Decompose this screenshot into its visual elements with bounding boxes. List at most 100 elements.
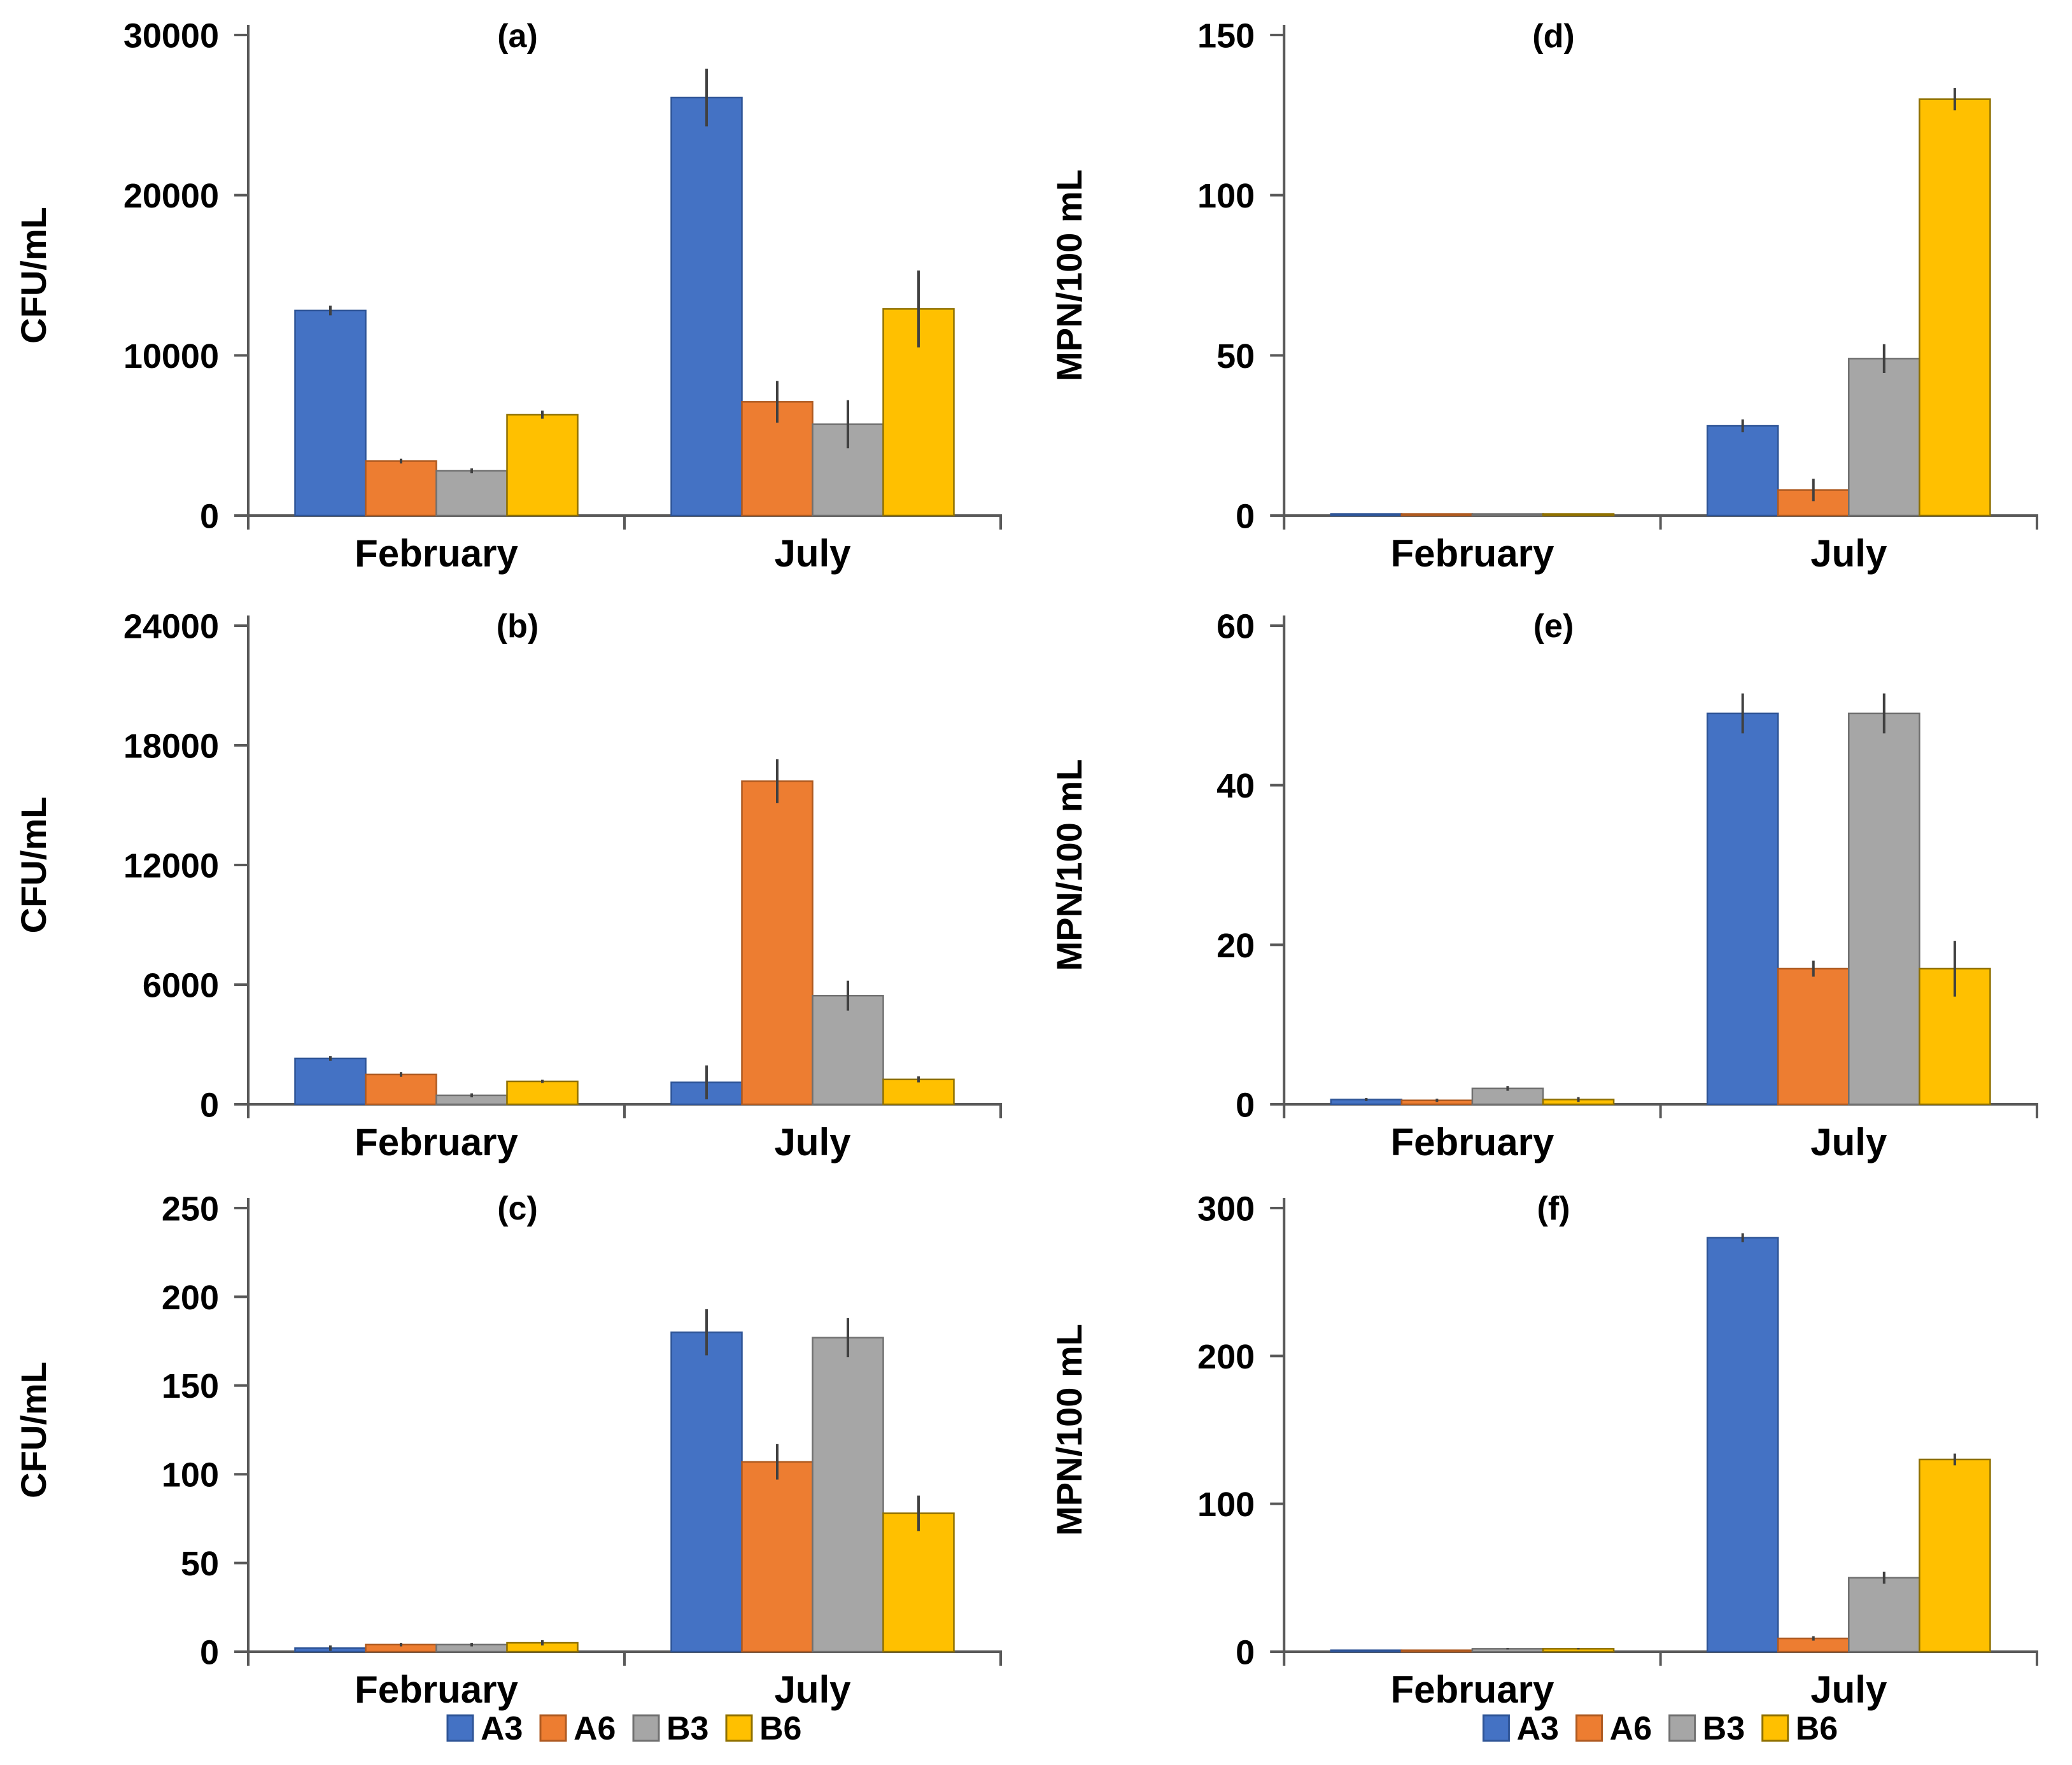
bar-february-A6	[365, 460, 437, 517]
bar-july-A3	[1706, 1237, 1779, 1653]
y-tick-label: 150	[1197, 17, 1255, 55]
y-tick-label: 100	[162, 1456, 219, 1494]
bar-february-A6	[1400, 1649, 1474, 1653]
panel-letter: (a)	[497, 18, 538, 55]
panel-letter: (c)	[497, 1190, 538, 1227]
bar-february-A3	[294, 1057, 367, 1106]
panel-b-chart: 0 6000 12000 18000 24000 February July (b) CFU/m…	[13, 607, 1002, 1164]
panel-letter: (d)	[1532, 18, 1574, 55]
panel-c-chart: 0 50 100 150 200 250 February July (c) CFU/mL A3 A6…	[13, 1190, 1002, 1747]
legend-swatch-B6	[1761, 1714, 1789, 1742]
panel-e-chart: 0 20 40 60 February July (e) MPN/100 mL	[1049, 607, 2038, 1164]
legend-label-A6: A6	[1610, 1710, 1653, 1747]
y-tick-label: 40	[1216, 767, 1255, 805]
bar-july-B6	[1919, 98, 1991, 517]
y-axis-title: MPN/100 mL	[1049, 759, 1089, 971]
panel-c: 0 50 100 150 200 250 February July (c) CFU/mL A3 A6…	[0, 1178, 1036, 1765]
bar-july-A6	[741, 780, 814, 1106]
legend-item-B3: B3	[1668, 1710, 1745, 1747]
panel-d: 0 50 100 150 February July (d) MPN/100 mL	[1036, 0, 2072, 589]
panel-b: 0 6000 12000 18000 24000 February July (b) CFU/m…	[0, 589, 1036, 1178]
legend-item-A3: A3	[1482, 1710, 1559, 1747]
y-tick-label: 0	[1236, 1633, 1255, 1671]
bar-february-B3	[435, 470, 508, 517]
legend-swatch-A3	[1482, 1714, 1510, 1742]
legend-swatch-B3	[632, 1714, 660, 1742]
legend: A3 A6 B3 B6	[1482, 1710, 1838, 1747]
legend-item-A3: A3	[446, 1710, 523, 1747]
y-tick-label: 50	[181, 1545, 219, 1583]
legend-swatch-A6	[1575, 1714, 1603, 1742]
panel-letter: (e)	[1533, 608, 1574, 645]
panel-f-chart: 0 100 200 300 February July (f) MPN/100 mL A3 A6 B…	[1049, 1190, 2038, 1747]
bar-july-A3	[1706, 712, 1779, 1106]
legend-label-B3: B3	[1703, 1710, 1745, 1747]
bar-july-B6	[882, 308, 955, 517]
y-tick-label: 12000	[123, 847, 219, 885]
x-category-label: July	[774, 532, 851, 575]
legend-item-A6: A6	[1575, 1710, 1653, 1747]
legend: A3 A6 B3 B6	[446, 1710, 801, 1747]
bar-july-B3	[1848, 1577, 1920, 1653]
y-tick-label: 200	[1197, 1338, 1255, 1376]
bar-february-A3	[294, 309, 367, 517]
bar-july-A3	[670, 1331, 743, 1653]
y-tick-label: 6000	[143, 966, 219, 1004]
bar-february-B6	[506, 414, 579, 517]
y-tick-label: 24000	[123, 607, 219, 645]
bar-july-B3	[1848, 712, 1920, 1106]
x-category-label: February	[355, 1668, 518, 1711]
y-axis-title: MPN/100 mL	[1049, 1324, 1089, 1536]
panel-letter: (b)	[497, 608, 539, 645]
bar-july-B3	[812, 1337, 884, 1653]
legend-item-A6: A6	[539, 1710, 616, 1747]
x-category-label: February	[1390, 532, 1554, 575]
legend-label-A3: A3	[481, 1710, 523, 1747]
y-tick-label: 0	[200, 497, 219, 535]
x-category-label: February	[355, 532, 518, 575]
legend-item-B3: B3	[632, 1710, 708, 1747]
x-category-label: July	[774, 1668, 851, 1711]
y-tick-label: 0	[1236, 1086, 1255, 1124]
legend-label-A6: A6	[574, 1710, 616, 1747]
bar-february-A6	[365, 1073, 437, 1106]
y-tick-label: 150	[162, 1367, 219, 1405]
bar-july-B6	[1919, 1458, 1991, 1653]
y-tick-label: 0	[200, 1633, 219, 1671]
y-tick-label: 100	[1197, 177, 1255, 215]
y-tick-label: 200	[162, 1279, 219, 1317]
y-tick-label: 0	[1236, 497, 1255, 535]
x-category-label: July	[774, 1121, 851, 1164]
y-tick-label: 50	[1216, 337, 1255, 376]
bar-february-A6	[1400, 513, 1474, 517]
y-axis-title: CFU/mL	[13, 1361, 53, 1498]
legend-swatch-B3	[1668, 1714, 1696, 1742]
bar-february-A3	[1330, 513, 1403, 517]
panel-f: 0 100 200 300 February July (f) MPN/100 mL A3 A6 B…	[1036, 1178, 2072, 1765]
legend-swatch-A6	[539, 1714, 567, 1742]
bar-july-A6	[741, 1461, 814, 1653]
y-tick-label: 20000	[123, 177, 219, 215]
legend-item-B6: B6	[725, 1710, 801, 1747]
bar-february-A3	[1330, 1649, 1403, 1653]
legend-label-B6: B6	[1796, 1710, 1838, 1747]
x-category-label: February	[355, 1121, 518, 1164]
y-axis-title: MPN/100 mL	[1049, 169, 1089, 381]
y-tick-label: 250	[162, 1190, 219, 1228]
bar-february-B6	[506, 1080, 579, 1106]
bar-july-B3	[812, 994, 884, 1106]
panel-d-chart: 0 50 100 150 February July (d) MPN/100 mL	[1049, 17, 2038, 575]
y-tick-label: 0	[200, 1086, 219, 1124]
legend-label-B3: B3	[666, 1710, 708, 1747]
y-tick-label: 18000	[123, 727, 219, 765]
bar-july-A3	[1706, 425, 1779, 517]
y-tick-label: 10000	[123, 337, 219, 376]
y-axis-title: CFU/mL	[13, 797, 53, 934]
bar-february-B3	[1471, 513, 1544, 517]
legend-label-A3: A3	[1516, 1710, 1559, 1747]
y-tick-label: 100	[1197, 1486, 1255, 1524]
x-category-label: February	[1390, 1121, 1554, 1164]
x-category-label: July	[1810, 1668, 1887, 1711]
bar-july-A6	[1777, 967, 1850, 1106]
